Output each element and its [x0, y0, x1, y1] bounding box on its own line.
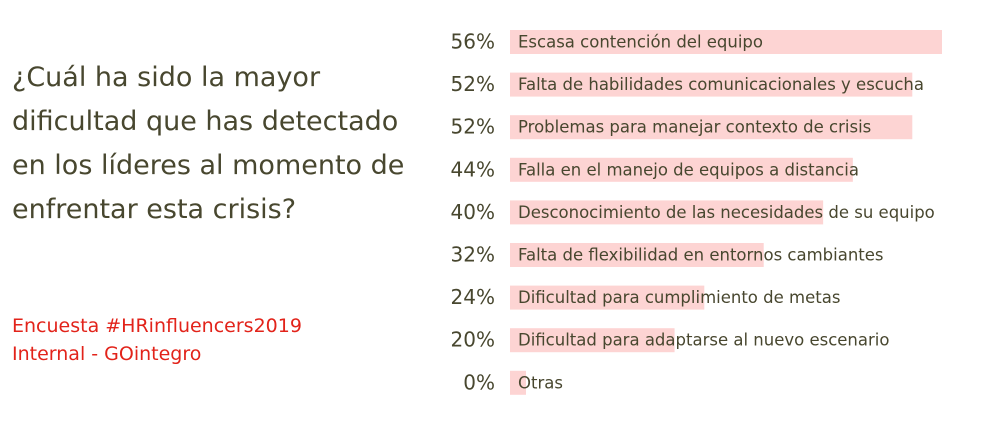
- source: Encuesta #HRinfluencers2019 Internal - G…: [12, 312, 412, 368]
- category-label: Desconocimiento de las necesidades de su…: [518, 203, 935, 222]
- value-label: 0%: [463, 370, 495, 394]
- category-label: Dificultad para adaptarse al nuevo escen…: [518, 331, 889, 350]
- value-label: 20%: [451, 328, 495, 352]
- category-label: Falta de flexibilidad en entornos cambia…: [518, 246, 884, 265]
- bar: [510, 30, 942, 54]
- category-label: Falta de habilidades comunicacionales y …: [518, 75, 924, 94]
- bar: [510, 115, 913, 140]
- bar: [510, 72, 913, 97]
- bar: [510, 285, 705, 310]
- value-label: 40%: [451, 200, 495, 224]
- value-label: 32%: [451, 243, 495, 267]
- question-title: ¿Cuál ha sido la mayor dificultad que ha…: [12, 62, 405, 225]
- category-label: Problemas para manejar contexto de crisi…: [518, 118, 871, 137]
- category-label: Dificultad para cumplimiento de metas: [518, 288, 840, 307]
- source-line: Internal - GOintegro: [12, 343, 202, 365]
- bar: [510, 370, 526, 395]
- value-label: 52%: [451, 115, 495, 139]
- category-label: Falla en el manejo de equipos a distanci…: [518, 160, 859, 179]
- source-line: Encuesta #HRinfluencers2019: [12, 315, 302, 337]
- bar: [510, 200, 824, 225]
- category-label: Escasa contención del equipo: [518, 33, 763, 52]
- value-label: 44%: [451, 157, 495, 181]
- bar: [510, 243, 764, 267]
- value-label: 52%: [451, 72, 495, 96]
- bar: [510, 157, 853, 182]
- value-label: 56%: [451, 30, 495, 54]
- category-label: Otras: [518, 373, 563, 392]
- value-label: 24%: [451, 285, 495, 309]
- bar: [510, 328, 675, 353]
